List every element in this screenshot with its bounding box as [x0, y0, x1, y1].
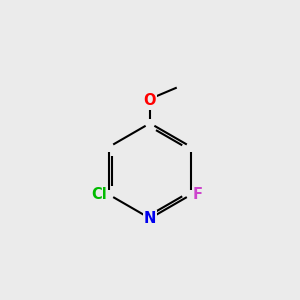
Text: O: O [144, 94, 156, 109]
Text: F: F [193, 187, 203, 202]
Text: Cl: Cl [92, 187, 107, 202]
Text: N: N [144, 211, 156, 226]
